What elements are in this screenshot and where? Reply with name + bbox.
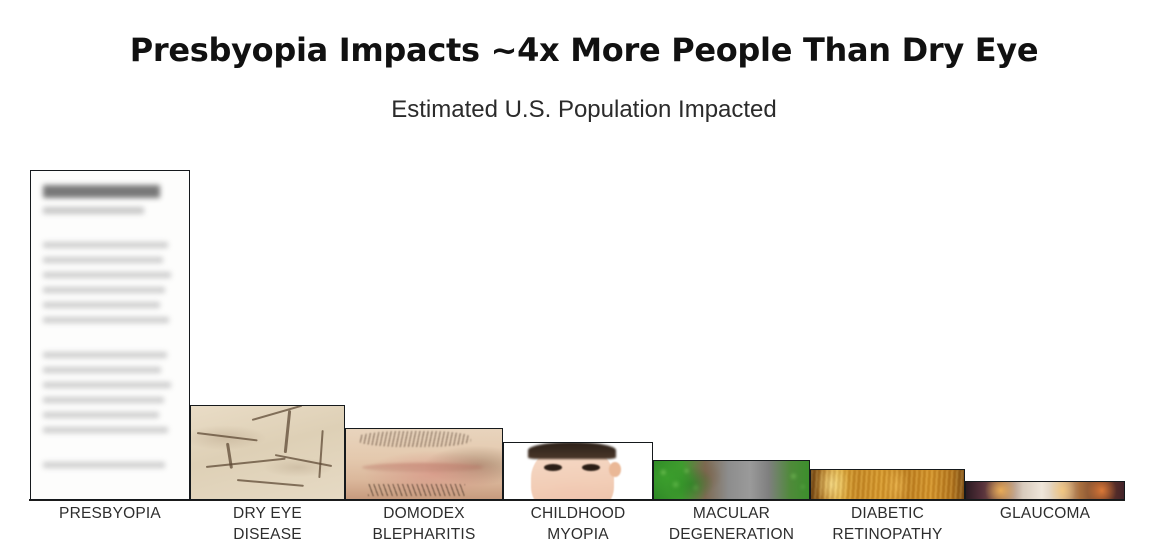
chart-subtitle: Estimated U.S. Population Impacted	[391, 96, 777, 123]
bar-macular-degeneration[interactable]: 11M	[653, 460, 810, 500]
bar-dry-eye-disease[interactable]: 36M	[190, 405, 345, 500]
category-label-presbyopia: PRESBYOPIA	[59, 505, 161, 522]
category-label-childhood-myopia: CHILDHOOD MYOPIA	[530, 505, 626, 543]
bar-domodex-blepharitis[interactable]: 25M	[345, 428, 503, 500]
category-label-glaucoma: GLAUCOMA	[999, 505, 1091, 522]
x-axis-baseline	[29, 499, 1125, 501]
bar-image-macular-degeneration	[654, 461, 809, 499]
bar-image-childhood-myopia	[504, 443, 652, 499]
bar-childhood-myopia[interactable]: 20M	[503, 442, 653, 500]
category-label-macular-degeneration: MACULAR DEGENERATION	[668, 505, 795, 543]
bar-presbyopia[interactable]: 128M	[30, 170, 190, 500]
bar-glaucoma[interactable]: 3M	[965, 481, 1125, 500]
category-label-dry-eye-disease: DRY EYE DISEASE	[233, 505, 302, 543]
bar-image-diabetic-retinopathy	[811, 470, 964, 499]
chart-title: Presbyopia Impacts ~4x More People Than …	[129, 31, 1039, 69]
bar-image-presbyopia	[31, 171, 189, 499]
bar-image-glaucoma	[966, 482, 1124, 499]
category-label-diabetic-retinopathy: DIABETIC RETINOPATHY	[832, 505, 943, 543]
bar-diabetic-retinopathy[interactable]: 8M	[810, 469, 965, 500]
category-label-domodex-blepharitis: DOMODEX BLEPHARITIS	[372, 505, 476, 543]
bar-image-domodex-blepharitis	[346, 429, 502, 499]
bar-image-dry-eye-disease	[191, 406, 344, 499]
